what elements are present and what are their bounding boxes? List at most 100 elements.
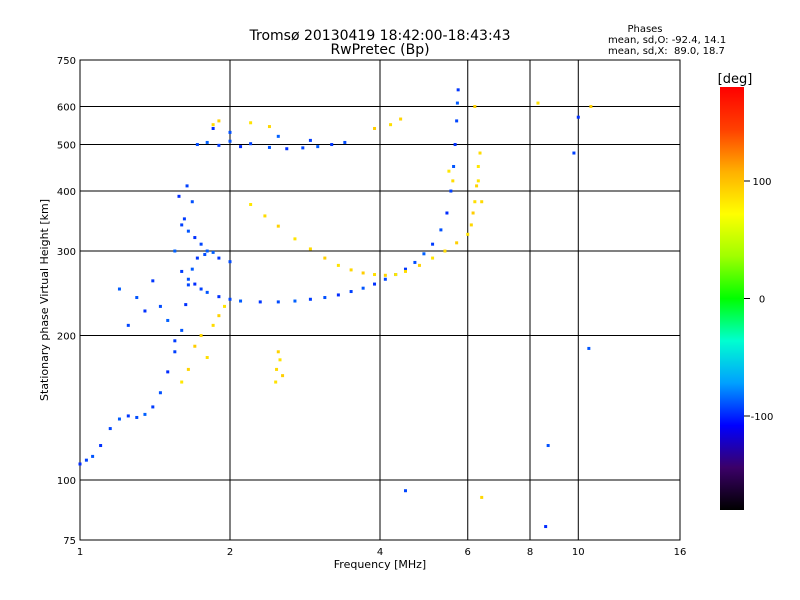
point-x <box>394 273 398 277</box>
point-x <box>217 119 221 123</box>
point-x <box>361 271 365 275</box>
point-o <box>211 126 215 130</box>
point-o <box>228 130 232 134</box>
point-o <box>205 140 209 144</box>
point-o <box>239 145 243 149</box>
point-o <box>373 282 377 286</box>
point-o <box>186 229 190 233</box>
point-o <box>91 454 95 458</box>
point-o <box>203 253 207 257</box>
point-o <box>166 318 170 322</box>
point-o <box>546 444 550 448</box>
point-o <box>413 260 417 264</box>
data-points <box>78 88 593 529</box>
point-x <box>281 374 285 378</box>
point-o <box>445 211 449 215</box>
point-x <box>199 334 203 338</box>
point-o <box>158 391 162 395</box>
point-o <box>239 299 243 303</box>
y-tick-label: 300 <box>57 247 76 258</box>
point-o <box>173 339 177 343</box>
point-o <box>185 184 189 188</box>
point-x <box>211 123 215 127</box>
y-axis-label: Stationary phase Virtual Height [km] <box>38 199 51 401</box>
point-o <box>117 417 121 421</box>
point-o <box>195 256 199 260</box>
colorbar-tick-label: -100 <box>751 412 774 423</box>
point-o <box>449 189 453 193</box>
y-tick-label: 100 <box>57 476 76 487</box>
point-o <box>180 223 184 227</box>
y-tick-label: 750 <box>57 56 76 67</box>
point-o <box>173 350 177 354</box>
point-o <box>173 249 177 253</box>
point-o <box>343 140 347 144</box>
point-o <box>108 427 112 431</box>
point-o <box>576 115 580 119</box>
point-o <box>349 290 353 294</box>
point-x <box>373 126 377 130</box>
y-tick-label: 500 <box>57 141 76 152</box>
point-x <box>480 495 484 499</box>
point-o <box>166 370 170 374</box>
point-x <box>373 273 377 277</box>
point-o <box>211 250 215 254</box>
point-x <box>476 164 480 168</box>
point-x <box>205 355 209 359</box>
y-axis-ticks: 75 100 200 300 400 500 600 750 <box>57 56 76 547</box>
point-o <box>180 328 184 332</box>
colorbar <box>720 87 744 510</box>
x-tick-label: 16 <box>674 547 687 558</box>
point-x <box>417 263 421 267</box>
point-o <box>99 444 103 448</box>
point-o <box>422 252 426 256</box>
point-x <box>323 256 327 260</box>
point-o <box>193 282 197 286</box>
point-o <box>228 260 232 264</box>
point-x <box>451 179 455 183</box>
point-o <box>452 164 456 168</box>
point-o <box>330 143 334 147</box>
y-tick-label: 400 <box>57 187 76 198</box>
point-x <box>293 237 297 241</box>
y-tick-label: 75 <box>63 536 76 547</box>
point-o <box>544 525 548 529</box>
point-x <box>180 380 184 384</box>
phase-stats-x: mean, sd,X: 89.0, 18.7 <box>608 46 725 57</box>
point-o <box>439 228 443 232</box>
point-o <box>186 283 190 287</box>
point-o <box>403 267 407 271</box>
point-x <box>274 380 278 384</box>
colorbar-label: [deg] <box>718 72 753 87</box>
point-x <box>278 358 282 362</box>
chart-title: Tromsø 20130419 18:42:00-18:43:43 <box>249 28 511 44</box>
point-x <box>455 241 459 245</box>
point-o <box>455 101 459 105</box>
point-o <box>455 119 459 123</box>
point-o <box>361 286 365 290</box>
point-o <box>193 236 197 240</box>
point-o <box>383 277 387 281</box>
point-x <box>403 269 407 273</box>
point-o <box>186 277 190 281</box>
point-o <box>323 296 327 300</box>
point-o <box>78 462 82 466</box>
x-axis-ticks: 1 2 4 6 8 10 16 <box>77 547 687 558</box>
point-o <box>453 143 457 147</box>
point-o <box>258 300 262 304</box>
point-o <box>177 194 181 198</box>
point-x <box>469 223 473 227</box>
point-o <box>276 300 280 304</box>
point-o <box>158 304 162 308</box>
point-o <box>293 299 297 303</box>
colorbar-tick-label: 0 <box>759 295 765 306</box>
x-tick-label: 8 <box>527 547 533 558</box>
point-x <box>478 151 482 155</box>
grid-lines <box>80 60 680 540</box>
point-o <box>126 414 130 418</box>
x-tick-label: 6 <box>465 547 471 558</box>
point-o <box>308 297 312 301</box>
point-x <box>473 105 477 109</box>
point-o <box>217 256 221 260</box>
